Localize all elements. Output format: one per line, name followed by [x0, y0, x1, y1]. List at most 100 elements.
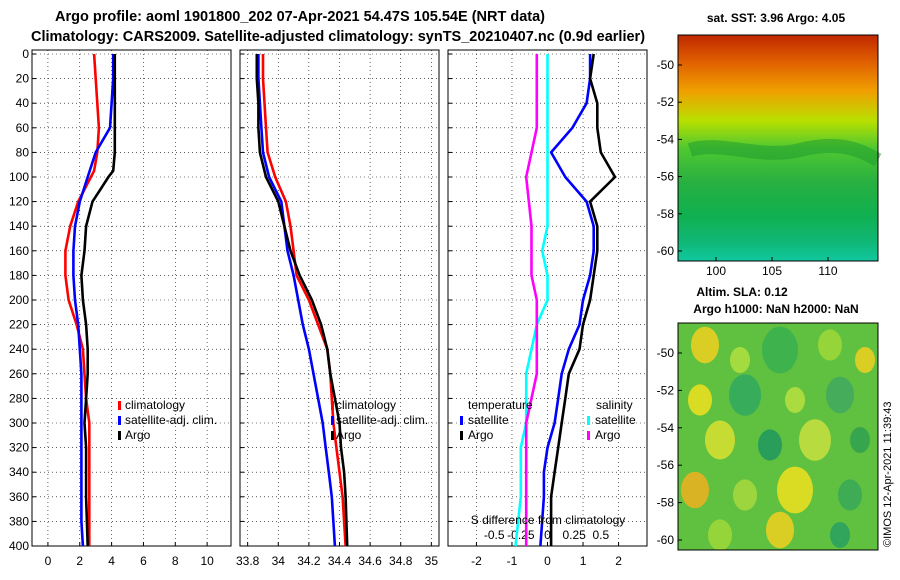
legend-label-argo: Argo	[336, 428, 362, 442]
x-tick-label: 2	[615, 554, 622, 568]
legend-swatch-sal-argo	[587, 431, 590, 440]
sla-blob	[818, 329, 842, 361]
sla-blob	[733, 479, 757, 511]
legend-label-sal-argo: Argo	[595, 428, 621, 442]
sla-map-y-tick-label: -52	[657, 383, 675, 397]
legend-title-salinity: salinity	[596, 398, 633, 412]
x-tick-label: 34	[272, 554, 286, 568]
y-tick-label: 0	[22, 47, 29, 61]
y-tick-label: 240	[9, 342, 29, 356]
y-tick-label: 80	[16, 145, 30, 159]
y-tick-label: 380	[9, 514, 29, 528]
sla-blob	[691, 326, 719, 364]
legend-swatch-satellite	[331, 416, 334, 425]
sla-blob	[705, 420, 735, 460]
sst-map-x-tick-label: 110	[818, 264, 837, 278]
sst-map-y-tick-label: -52	[657, 95, 675, 109]
sla-map-y-tick-label: -60	[657, 533, 675, 547]
y-tick-label: 400	[9, 539, 29, 553]
y-tick-label: 100	[9, 170, 29, 184]
sst-map-y-tick-label: -56	[657, 170, 675, 184]
sla-blob	[850, 427, 870, 453]
x-tick-label: 0	[45, 554, 52, 568]
legend-label-satellite: satellite-adj. clim.	[125, 413, 217, 427]
y-tick-label: 120	[9, 195, 29, 209]
sla-blob	[758, 429, 782, 461]
y-tick-label: 300	[9, 416, 29, 430]
sal-tick-label: 0.25	[562, 528, 586, 542]
sla-blob	[681, 471, 709, 509]
sla-map: Altim. SLA: 0.12 Argo h1000: NaN h2000: …	[677, 285, 879, 551]
legend-title-temperature: temperature	[468, 398, 533, 412]
legend-swatch-climatology	[118, 401, 121, 410]
legend-swatch-argo	[118, 431, 121, 440]
sla-blob	[799, 419, 831, 461]
legend-swatch-satellite	[118, 416, 121, 425]
temperature-panel: 0204060801001201401601802002202402602803…	[9, 47, 232, 568]
sla-blob	[855, 347, 875, 373]
sla-blob	[838, 479, 862, 511]
y-tick-label: 20	[16, 72, 30, 86]
x-tick-label: 10	[200, 554, 214, 568]
legend-swatch-argo	[331, 431, 334, 440]
sla-blob	[688, 384, 712, 416]
series-line-satellite-adj-clim-	[72, 54, 115, 547]
sal-tick-label: -0.5	[484, 528, 505, 542]
y-tick-label: 180	[9, 268, 29, 282]
y-tick-label: 140	[9, 219, 29, 233]
sla-blob	[730, 347, 750, 373]
sla-blob	[729, 374, 761, 416]
sla-blob	[785, 387, 805, 413]
y-tick-label: 340	[9, 465, 29, 479]
legend-swatch-temp-argo	[460, 431, 463, 440]
x-tick-label: 0	[544, 554, 551, 568]
sal-tick-label: 0	[544, 528, 551, 542]
x-tick-label: 2	[76, 554, 83, 568]
sla-map-title-2: Argo h1000: NaN h2000: NaN	[693, 302, 858, 316]
sla-map-y-tick-label: -58	[657, 496, 675, 510]
sla-blob	[830, 522, 850, 548]
sst-map-x-tick-label: 105	[762, 264, 782, 278]
difference-legend: temperature satellite Argo salinity sate…	[460, 398, 636, 527]
y-tick-label: 40	[16, 96, 30, 110]
y-tick-label: 260	[9, 367, 29, 381]
legend-label-climatology: climatology	[125, 398, 185, 412]
sla-blob	[762, 326, 798, 374]
legend-swatch-climatology	[331, 401, 334, 410]
sst-front	[687, 138, 882, 167]
legend-label-climatology: climatology	[336, 398, 396, 412]
sst-map-x-tick-label: 100	[706, 264, 726, 278]
legend-swatch-temp-satellite	[460, 416, 463, 425]
series-line-climatology	[261, 54, 347, 547]
x-tick-label: 34.6	[358, 554, 382, 568]
sla-blob	[766, 511, 794, 549]
sla-map-y-tick-label: -54	[657, 421, 675, 435]
sst-map-y-tick-label: -50	[657, 58, 675, 72]
x-tick-label: -2	[471, 554, 482, 568]
x-tick-label: 34.8	[389, 554, 413, 568]
sla-map-y-tick-label: -56	[657, 458, 675, 472]
series-line-salinity-satellite	[514, 54, 549, 547]
y-tick-label: 160	[9, 244, 29, 258]
y-tick-label: 280	[9, 391, 29, 405]
x-tick-label: 1	[580, 554, 587, 568]
y-tick-label: 60	[16, 121, 30, 135]
sst-map-title: sat. SST: 3.96 Argo: 4.05	[707, 11, 846, 25]
series-line-temperature-satellite	[539, 54, 596, 547]
sla-map-title-1: Altim. SLA: 0.12	[696, 285, 788, 299]
sla-blob	[826, 376, 854, 414]
sla-map-y-tick-label: -50	[657, 346, 675, 360]
x-tick-label: 4	[108, 554, 115, 568]
legend-label-satellite: satellite-adj. clim.	[336, 413, 428, 427]
series-line-temperature-argo	[549, 53, 617, 546]
x-tick-label: 6	[140, 554, 147, 568]
sla-blob	[777, 466, 813, 514]
sst-map-y-tick-label: -60	[657, 244, 675, 258]
series-line-argo	[80, 54, 117, 547]
x-tick-label: 35	[425, 554, 439, 568]
sst-map-frame	[677, 34, 879, 262]
title-line-1: Argo profile: aoml 1901800_202 07-Apr-20…	[55, 9, 545, 25]
title-line-2: Climatology: CARS2009. Satellite-adjuste…	[31, 29, 645, 45]
y-tick-label: 320	[9, 441, 29, 455]
